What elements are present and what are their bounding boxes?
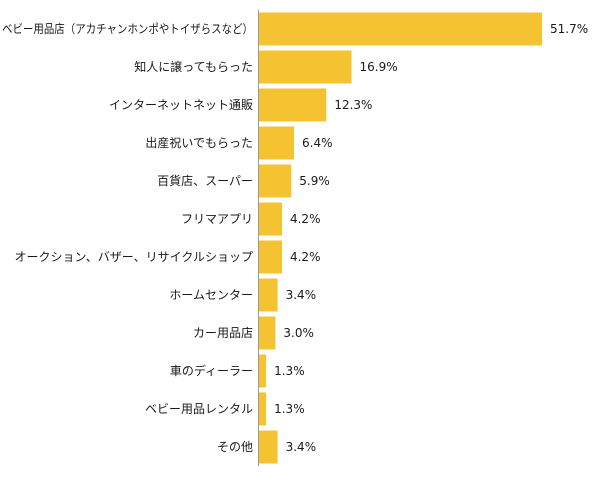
bar-6 <box>259 240 282 274</box>
bar-7 <box>259 278 278 312</box>
value-label-4: 5.9% <box>299 174 330 188</box>
value-label-1: 16.9% <box>360 60 398 74</box>
category-label-6: オークション、バザー、リサイクルショップ <box>14 250 253 264</box>
value-label-5: 4.2% <box>290 212 321 226</box>
category-label-4: 百貨店、スーパー <box>157 173 253 188</box>
bar-5 <box>259 202 282 236</box>
value-label-7: 3.4% <box>286 288 317 302</box>
category-label-1: 知人に譲ってもらった <box>134 59 253 74</box>
value-label-2: 12.3% <box>334 98 372 112</box>
value-label-3: 6.4% <box>302 136 333 150</box>
bar-4 <box>259 164 292 198</box>
value-label-6: 4.2% <box>290 250 321 264</box>
category-label-0: ベビー用品店（アカチャンホンポやトイザらスなど） <box>2 22 253 36</box>
bar-10 <box>259 392 267 426</box>
bar-3 <box>259 126 295 160</box>
bar-11 <box>259 430 278 464</box>
category-label-5: フリマアプリ <box>181 212 253 226</box>
value-label-9: 1.3% <box>274 364 305 378</box>
category-label-8: カー用品店 <box>193 326 253 340</box>
category-label-9: 車のディーラー <box>170 363 253 378</box>
value-label-8: 3.0% <box>283 326 314 340</box>
value-labels-layer: 51.7% 16.9% 12.3% 6.4% 5.9% 4.2% 4.2% 3.4% 3.0% 1… <box>274 22 588 454</box>
bar-8 <box>259 316 276 350</box>
bars-layer <box>259 12 542 464</box>
value-label-11: 3.4% <box>286 440 317 454</box>
bar-1 <box>259 50 352 84</box>
category-label-3: 出産祝いでもらった <box>145 135 253 150</box>
bar-0 <box>259 12 542 46</box>
bar-2 <box>259 88 327 122</box>
category-label-7: ホームセンター <box>169 288 253 302</box>
bar-9 <box>259 354 267 388</box>
value-label-0: 51.7% <box>550 22 588 36</box>
category-label-11: その他 <box>217 440 253 454</box>
category-labels-layer: ベビー用品店（アカチャンホンポやトイザらスなど） 知人に譲ってもらったインターネッ… <box>2 22 253 454</box>
category-label-10: ベビー用品レンタル <box>145 402 253 416</box>
category-label-2: インターネットネット通販 <box>109 98 253 112</box>
value-label-10: 1.3% <box>274 402 305 416</box>
